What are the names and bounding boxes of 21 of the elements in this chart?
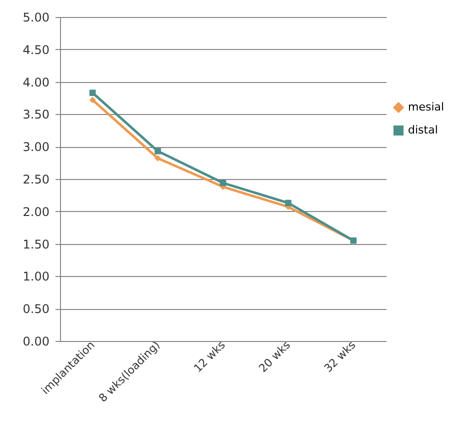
y-tick-label: 4.00 [22,75,50,90]
y-tick-label: 3.50 [22,108,50,122]
y-tick-label: 1.00 [22,270,50,284]
y-tick-label: 4.50 [22,42,50,57]
point [154,148,161,154]
y-tick-label: 2.50 [22,172,50,186]
legend-label: mesial [408,100,444,114]
y-tick-label: 1.50 [22,237,50,252]
point [285,200,292,206]
x-tick-label: 32 wks [322,338,358,376]
y-tick-label: 2.00 [22,204,50,219]
y-tick-label: 5.00 [22,10,50,24]
point [89,96,96,104]
y-tick-label: 3.00 [22,140,50,154]
point [154,155,161,162]
legend-label: distal [408,124,438,136]
x-tick-label: 20 wks [256,338,294,376]
point [220,180,226,186]
point [89,90,96,96]
y-tick-label: 0.50 [22,302,50,316]
x-tick-label: 12 wks [191,338,228,376]
